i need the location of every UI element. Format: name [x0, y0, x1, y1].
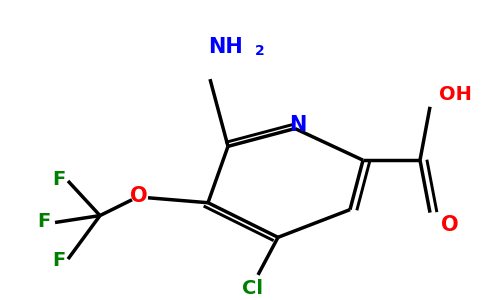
Text: F: F [53, 170, 66, 189]
Text: N: N [289, 115, 306, 135]
Text: F: F [38, 212, 51, 231]
Text: 2: 2 [255, 44, 265, 58]
Text: OH: OH [439, 85, 471, 104]
Text: F: F [53, 251, 66, 270]
Text: Cl: Cl [242, 279, 262, 298]
Text: O: O [131, 186, 148, 206]
Text: O: O [441, 215, 459, 236]
Text: NH: NH [208, 38, 242, 58]
